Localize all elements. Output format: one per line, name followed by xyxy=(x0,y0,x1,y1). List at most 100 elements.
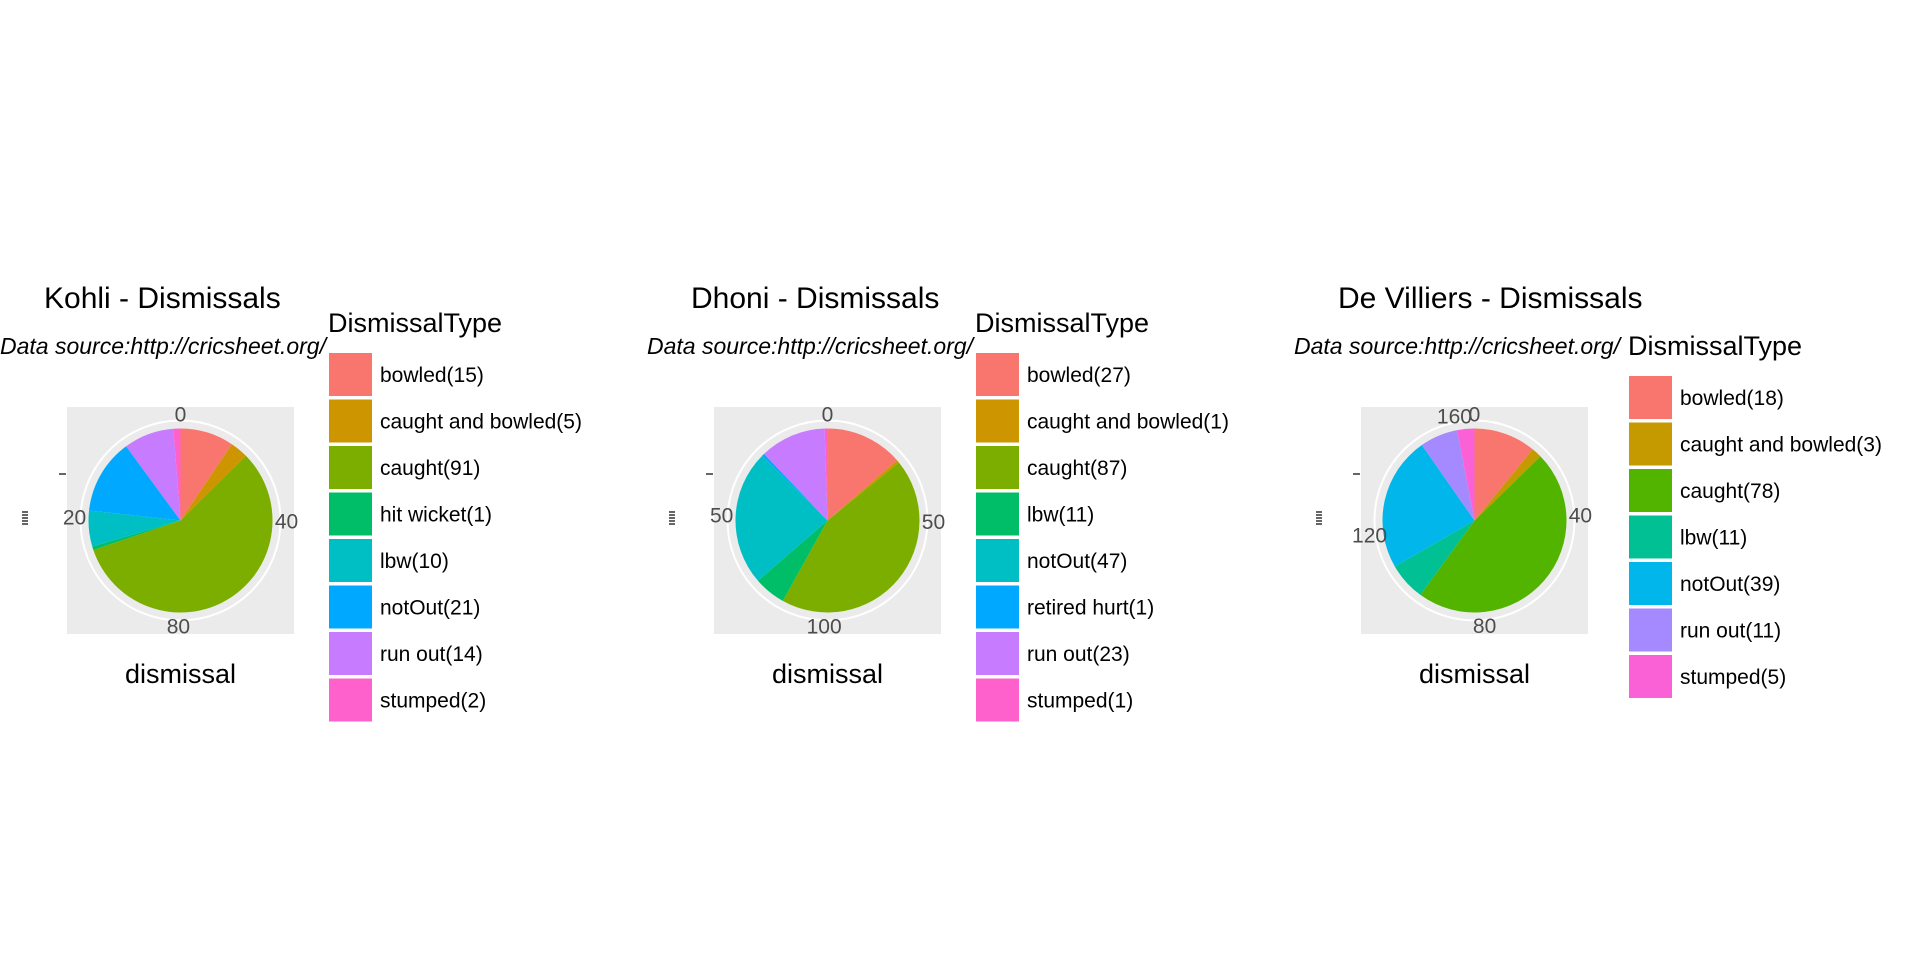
legend-label: caught(78) xyxy=(1680,480,1780,503)
chart-title: Kohli - Dismissals xyxy=(44,282,281,315)
angle-tick-label: 40 xyxy=(275,511,298,534)
legend-label: caught and bowled(1) xyxy=(1027,411,1229,434)
legend-key xyxy=(976,585,1019,629)
angle-tick-label: 20 xyxy=(63,506,86,529)
pie-slice xyxy=(782,462,920,613)
pie-slice xyxy=(827,460,899,521)
pie-slice xyxy=(1474,428,1533,521)
legend-label: retired hurt(1) xyxy=(1027,597,1154,620)
angle-tick-label: 40 xyxy=(1569,504,1592,527)
angle-tick-label: 100 xyxy=(807,615,842,638)
legend-label: bowled(27) xyxy=(1027,364,1131,387)
pie-chart-panel: De Villiers - Dismissals Data source:http… xyxy=(1294,282,1882,698)
pie-slice xyxy=(1474,449,1541,521)
pie-chart-panel: Dhoni - Dismissals Data source:http://cri… xyxy=(647,282,1229,722)
legend-label: caught(87) xyxy=(1027,457,1127,480)
pie-slice xyxy=(92,520,181,550)
x-axis-title: dismissal xyxy=(1419,659,1530,689)
pie-chart-panel: Kohli - Dismissals Data source:http://cri… xyxy=(0,282,582,722)
legend-label: stumped(2) xyxy=(380,690,486,713)
chart-subtitle: Data source:http://cricsheet.org/ xyxy=(1294,333,1623,359)
angle-tick-label: 120 xyxy=(1352,525,1387,548)
legend-key xyxy=(976,353,1019,396)
legend-key xyxy=(1629,562,1672,605)
legend-key xyxy=(329,678,372,722)
legend-label: notOut(39) xyxy=(1680,573,1780,596)
angle-tick-label: 0 xyxy=(175,404,187,427)
pie-slice xyxy=(173,428,181,521)
legend-key xyxy=(329,539,372,582)
pie-slice xyxy=(89,446,181,521)
legend-key xyxy=(329,585,372,629)
legend-label: notOut(47) xyxy=(1027,550,1127,573)
angle-tick-label: 80 xyxy=(1473,615,1496,638)
legend-label: caught and bowled(5) xyxy=(380,411,582,434)
pie-slice xyxy=(93,455,273,613)
legend-label: bowled(18) xyxy=(1680,387,1784,410)
legend-label: lbw(11) xyxy=(1027,504,1094,527)
pie-slice xyxy=(827,428,898,521)
legend-label: caught(91) xyxy=(380,457,480,480)
x-axis-title: dismissal xyxy=(125,659,236,689)
grid-circle xyxy=(726,419,929,622)
chart-subtitle: Data source:http://cricsheet.org/ xyxy=(647,333,976,359)
legend-key xyxy=(329,492,372,536)
pie-slice xyxy=(735,455,828,581)
pie-slice xyxy=(1457,428,1475,521)
angle-tick-label: 0 xyxy=(1469,404,1481,427)
legend-key xyxy=(976,399,1019,443)
legend-key xyxy=(1629,655,1672,698)
angle-tick-label: 50 xyxy=(710,504,733,527)
pie-slice xyxy=(1420,456,1567,613)
legend-title: DismissalType xyxy=(975,308,1149,338)
legend-key xyxy=(1629,422,1672,466)
grid-circle xyxy=(1373,419,1576,622)
pie-slice xyxy=(764,428,828,521)
angle-tick-label: 80 xyxy=(167,615,190,638)
legend-key xyxy=(976,492,1019,536)
legend-key xyxy=(1629,376,1672,419)
legend-title: DismissalType xyxy=(328,308,502,338)
legend-title: DismissalType xyxy=(1628,331,1802,361)
pie-slice xyxy=(126,428,181,521)
legend-key xyxy=(329,399,372,443)
angle-tick-label: 160 xyxy=(1437,405,1472,428)
legend-label: stumped(5) xyxy=(1680,666,1786,689)
legend-label: lbw(11) xyxy=(1680,527,1747,550)
legend-key xyxy=(1629,515,1672,559)
chart-title: De Villiers - Dismissals xyxy=(1338,282,1642,315)
pie-slice xyxy=(757,520,828,601)
legend-key xyxy=(976,446,1019,489)
legend-key xyxy=(329,632,372,675)
legend-label: caught and bowled(3) xyxy=(1680,434,1882,457)
pie-slice xyxy=(824,428,828,521)
pie-slice xyxy=(761,453,828,521)
angle-tick-label: 50 xyxy=(922,511,945,534)
legend-label: bowled(15) xyxy=(380,364,484,387)
angle-tick-label: 0 xyxy=(822,404,834,427)
pie-slice xyxy=(180,444,246,521)
legend-label: run out(11) xyxy=(1680,620,1781,643)
chart-title: Dhoni - Dismissals xyxy=(691,282,939,315)
pie-slice xyxy=(180,428,232,521)
legend-key xyxy=(1629,469,1672,512)
pie-slice xyxy=(1421,430,1475,521)
pie-slice xyxy=(1382,445,1475,567)
grid-circle xyxy=(79,419,282,622)
pie-slice xyxy=(88,510,181,547)
legend-label: hit wicket(1) xyxy=(380,504,492,527)
legend-key xyxy=(329,446,372,489)
legend-label: stumped(1) xyxy=(1027,690,1133,713)
pie-slice xyxy=(1394,520,1475,595)
legend-key xyxy=(976,678,1019,722)
legend-label: notOut(21) xyxy=(380,597,480,620)
legend-key xyxy=(1629,608,1672,652)
x-axis-title: dismissal xyxy=(772,659,883,689)
chart-subtitle: Data source:http://cricsheet.org/ xyxy=(0,333,329,359)
legend-label: lbw(10) xyxy=(380,550,449,573)
legend-label: run out(14) xyxy=(380,643,483,666)
legend-key xyxy=(329,353,372,396)
legend-label: run out(23) xyxy=(1027,643,1130,666)
